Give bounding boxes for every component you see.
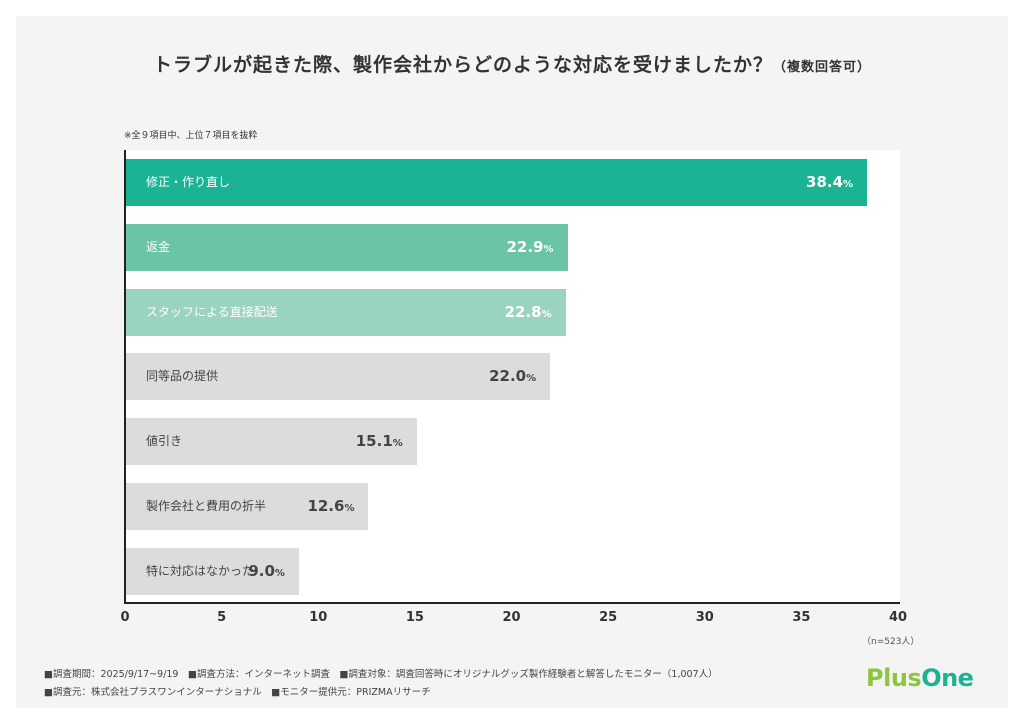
sample-size: （n=523人） — [862, 637, 920, 647]
x-tick-label: 0 — [120, 610, 130, 625]
bar-category-label: 修正・作り直し — [146, 175, 231, 189]
value-unit: % — [392, 438, 403, 450]
footer-line-2: ■調査元：株式会社プラスワンインターナショナル ■モニター提供元：PRIZMAリ… — [44, 687, 431, 698]
bar-value-label: 22.9% — [458, 224, 554, 273]
x-axis-line — [124, 602, 900, 604]
value-number: 22.8 — [504, 302, 542, 321]
bar-category-label: スタッフによる直接配送 — [146, 304, 278, 319]
bar — [125, 223, 568, 271]
logo-part-2: One — [921, 664, 974, 692]
logo-part-1: Plus — [866, 664, 922, 692]
value-number: 38.4 — [806, 173, 844, 191]
title-text: トラブルが起きた際、製作会社からどのような対応を受けましたか？ — [152, 54, 773, 76]
chart-title: トラブルが起きた際、製作会社からどのような対応を受けましたか？（複数回答可） — [0, 50, 1024, 77]
x-tick-label: 35 — [792, 610, 811, 625]
x-tick-label: 20 — [502, 610, 521, 625]
bar-category-label: 値引き — [146, 434, 183, 449]
bar-category-label: 製作会社と費用の折半 — [146, 499, 267, 513]
bar — [125, 288, 566, 336]
value-number: 22.9 — [506, 237, 544, 256]
footer-line-1: ■調査期間：2025/9/17~9/19 ■調査方法：インターネット調査 ■調査… — [44, 669, 718, 680]
bar — [125, 483, 369, 530]
title-suffix: （複数回答可） — [773, 60, 872, 75]
value-unit: % — [843, 179, 854, 190]
x-tick-label: 25 — [599, 610, 618, 625]
bar-category-label: 返金 — [146, 239, 171, 254]
bar-category-label: 同等品の提供 — [146, 369, 219, 384]
x-tick-label: 5 — [217, 610, 227, 625]
value-number: 15.1 — [355, 432, 393, 451]
plusone-logo: PlusOne — [866, 664, 974, 692]
bar-value-label: 9.0% — [189, 548, 285, 597]
bar-value-label: 22.0% — [440, 353, 536, 402]
bar — [125, 159, 868, 206]
value-number: 9.0 — [248, 561, 275, 580]
value-unit: % — [543, 243, 554, 255]
value-unit: % — [344, 503, 355, 514]
x-tick-label: 10 — [309, 610, 328, 625]
value-unit: % — [526, 373, 537, 385]
value-number: 12.6 — [307, 497, 345, 515]
x-tick-label: 15 — [405, 610, 424, 625]
bar — [125, 547, 299, 595]
value-number: 22.0 — [489, 367, 527, 386]
chart-note: ※全９項目中、上位７項目を抜粋 — [124, 131, 258, 141]
bar-value-label: 15.1% — [307, 418, 403, 467]
bar-value-label: 22.8% — [456, 289, 552, 338]
bar-value-label: 38.4% — [757, 159, 853, 208]
bar-value-label: 12.6% — [258, 483, 354, 532]
bar — [125, 418, 417, 466]
value-unit: % — [541, 308, 552, 320]
x-tick-label: 40 — [888, 610, 908, 625]
bar — [125, 353, 551, 401]
x-tick-label: 30 — [695, 610, 714, 625]
y-axis-line — [124, 150, 126, 604]
bar-category-label: 特に対応はなかった — [146, 563, 255, 578]
value-unit: % — [274, 567, 285, 579]
